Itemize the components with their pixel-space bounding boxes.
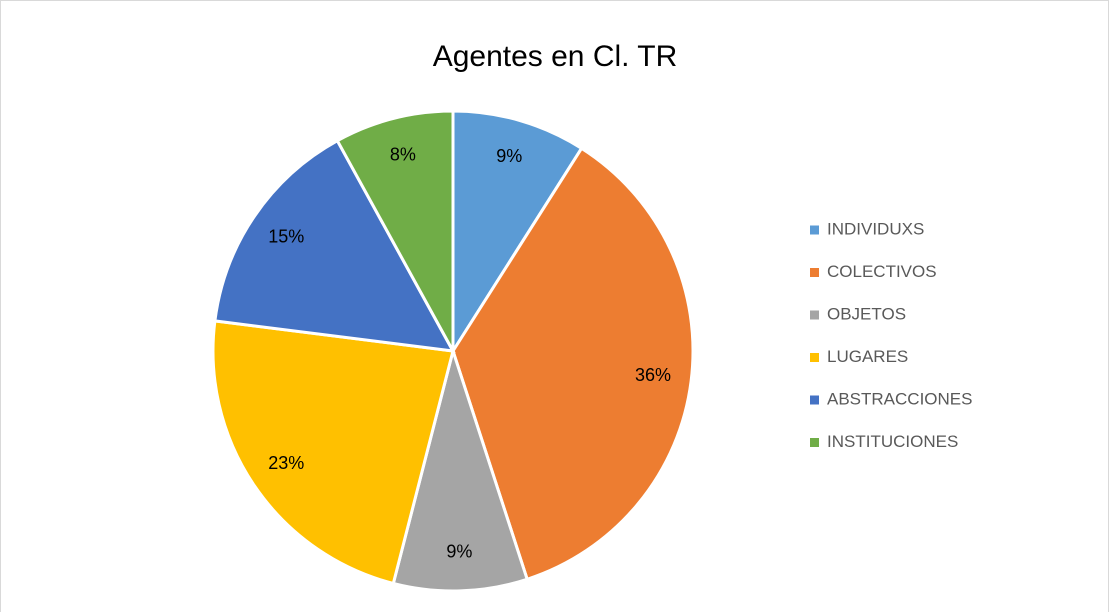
pie-slice [211,319,455,586]
data-label: 15% [268,226,304,246]
legend-label: ABSTRACCIONES [827,389,972,408]
legend-label: INDIVIDUXS [827,219,924,238]
pie-slice [451,109,584,357]
legend-swatch [810,268,819,277]
data-label: 9% [496,146,522,166]
legend-swatch [810,395,819,405]
pie-slice [213,138,456,353]
legend-swatch [810,310,819,320]
pie-slice [391,345,530,593]
data-label: 23% [268,453,304,473]
legend-swatch [810,353,819,362]
data-label: 8% [390,144,416,164]
legend-swatch [810,438,819,447]
legend-label: COLECTIVOS [827,262,937,281]
pie-slice [335,109,455,352]
data-label: 36% [635,365,671,385]
legend-label: INSTITUCIONES [827,432,958,451]
chart-title: Agentes en Cl. TR [433,40,678,73]
legend-label: OBJETOS [827,304,906,323]
data-label: 9% [446,541,472,561]
pie-slice [451,146,695,582]
legend-swatch [810,225,819,235]
legend-label: LUGARES [827,347,908,366]
